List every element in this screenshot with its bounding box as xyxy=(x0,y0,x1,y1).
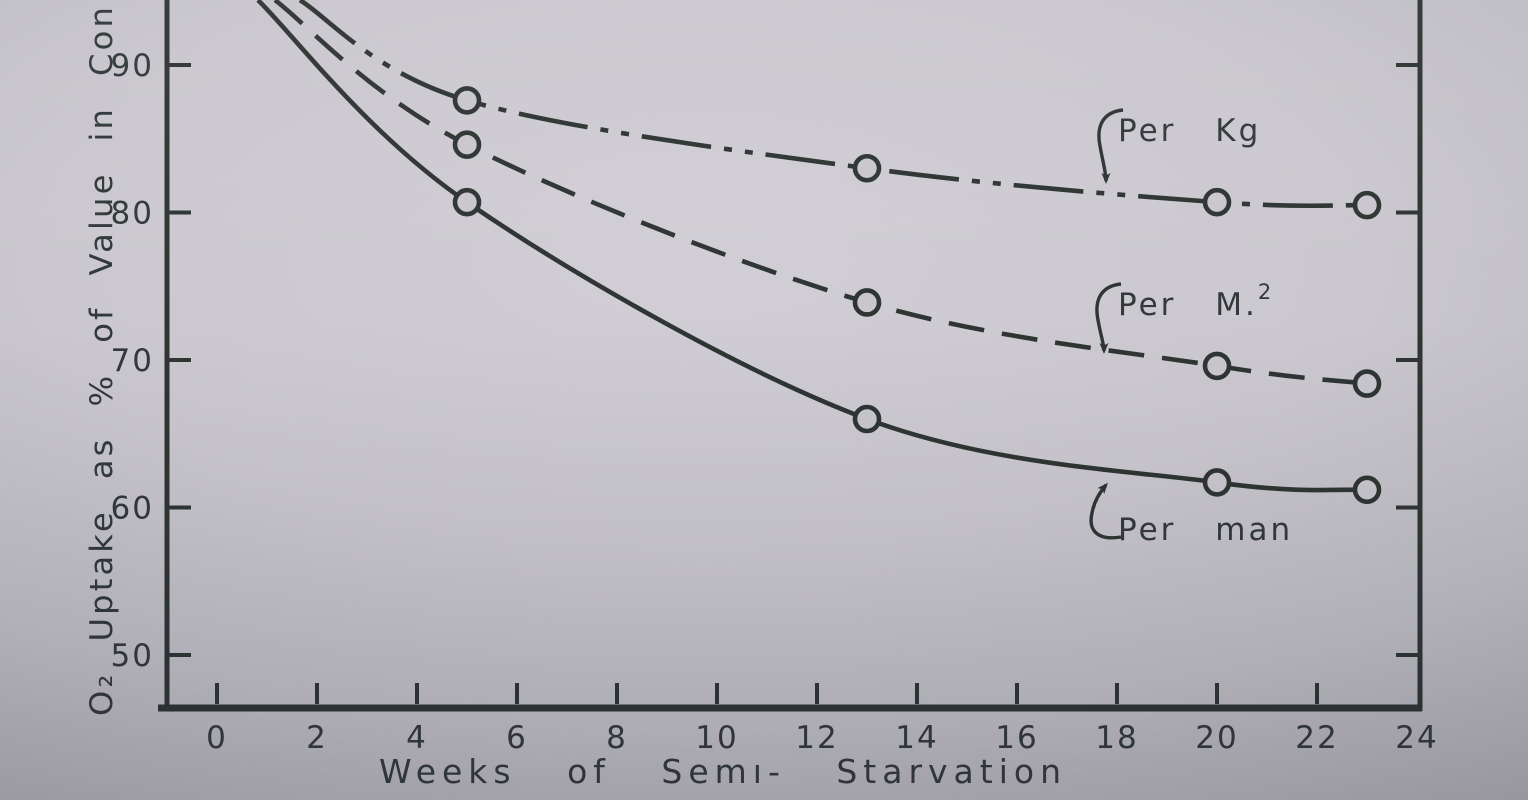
marker-per-man xyxy=(1352,475,1382,505)
marker-per-man xyxy=(452,187,482,217)
x-tick-label: 8 xyxy=(606,720,628,756)
marker-per-man xyxy=(852,404,882,434)
marker-per-m xyxy=(1352,369,1382,398)
marker-per-m xyxy=(452,130,482,159)
annotation-arrow-per-kg xyxy=(1097,108,1124,184)
x-tick-label: 12 xyxy=(795,720,838,756)
y-tick-label: 60 xyxy=(111,491,154,527)
x-tick-label: 10 xyxy=(695,720,738,756)
x-tick-label: 24 xyxy=(1395,720,1438,756)
x-tick-label: 4 xyxy=(406,720,428,756)
x-tick-label: 16 xyxy=(995,720,1038,756)
marker-per-kg xyxy=(852,153,882,183)
marker-per-kg xyxy=(452,86,482,115)
curve-per-kg xyxy=(298,0,1368,209)
x-tick-label: 14 xyxy=(895,720,938,756)
x-tick-label: 0 xyxy=(206,720,228,756)
annotation-label-per-kg: Per Kg xyxy=(1118,113,1261,149)
axes xyxy=(158,0,1423,712)
data-point-markers xyxy=(452,86,1382,505)
y-tick-label: 70 xyxy=(111,343,154,379)
x-tick-label: 6 xyxy=(506,720,528,756)
x-tick-label: 22 xyxy=(1295,720,1338,756)
axis-ticks xyxy=(169,63,1418,704)
annotation-label-per-m: Per M.2 xyxy=(1118,280,1274,323)
marker-per-m xyxy=(1202,351,1232,381)
annotation-arrow-per-m xyxy=(1095,282,1122,354)
marker-per-kg xyxy=(1352,190,1382,220)
y-tick-label: 80 xyxy=(111,196,154,232)
annotation-label-per-man: Per man xyxy=(1118,512,1293,548)
y-axis-title: O₂ Uptake as % of Value in Con xyxy=(84,4,120,716)
x-tick-label: 20 xyxy=(1195,720,1238,756)
y-tick-label: 90 xyxy=(111,48,154,84)
x-axis-title: Weeks of Semı- Starvation xyxy=(379,752,1067,791)
annotation-arrow-per-man xyxy=(1089,482,1122,540)
marker-per-kg xyxy=(1202,187,1232,217)
data-curves xyxy=(256,0,1368,493)
x-tick-label: 2 xyxy=(306,720,328,756)
marker-per-m xyxy=(852,288,882,317)
curve-per-m xyxy=(273,0,1368,386)
y-tick-label: 50 xyxy=(111,638,154,674)
x-tick-label: 18 xyxy=(1095,720,1138,756)
marker-per-man xyxy=(1202,468,1232,497)
curve-per-man xyxy=(256,0,1368,493)
series-annotations: Per Kg Per M.2 Per man xyxy=(1089,108,1293,548)
